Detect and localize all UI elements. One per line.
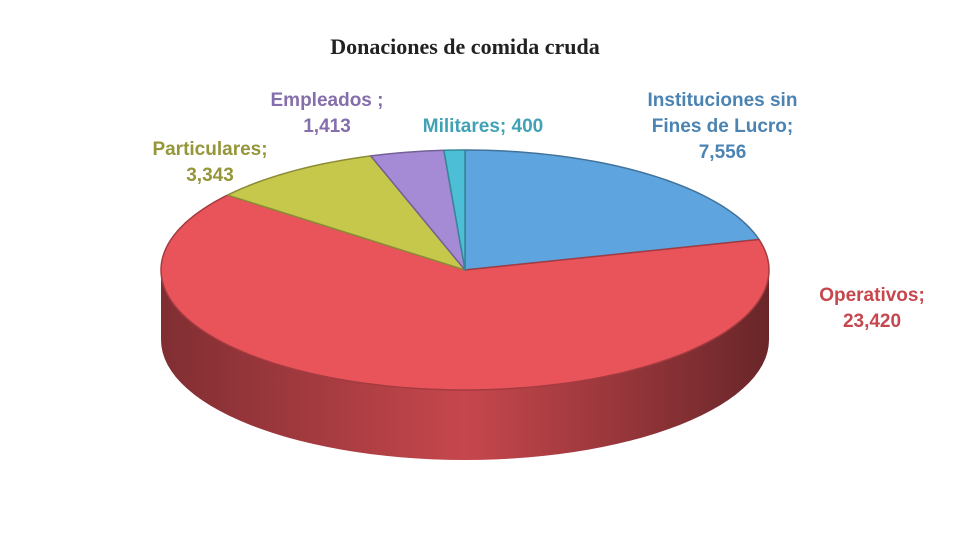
chart-title: Donaciones de comida cruda bbox=[330, 34, 600, 59]
pie-slice bbox=[226, 155, 466, 271]
label-category: Empleados ; bbox=[270, 90, 384, 111]
pie-side bbox=[161, 270, 769, 460]
label-value: 23,420 bbox=[842, 311, 902, 332]
data-label: Instituciones sin Fines de Lucro; 7,556 bbox=[640, 88, 805, 166]
pie-slice bbox=[443, 149, 466, 271]
label-category: Particulares; bbox=[152, 139, 268, 160]
label-category: Militares; bbox=[422, 116, 507, 137]
label-value: 400 bbox=[511, 116, 544, 137]
pie-slice bbox=[160, 194, 770, 391]
label-category: Operativos; bbox=[819, 285, 925, 306]
pie-slice bbox=[464, 149, 760, 271]
label-category: Instituciones sin Fines de Lucro; bbox=[647, 90, 798, 137]
data-label: Empleados ; 1,413 bbox=[262, 88, 392, 140]
data-label: Militares; 400 bbox=[398, 114, 568, 140]
label-value: 7,556 bbox=[698, 142, 747, 163]
data-label: Particulares; 3,343 bbox=[150, 137, 270, 189]
label-value: 3,343 bbox=[186, 165, 234, 186]
data-label: Operativos; 23,420 bbox=[812, 283, 932, 335]
pie-slice bbox=[369, 149, 466, 271]
label-value: 1,413 bbox=[303, 116, 351, 137]
